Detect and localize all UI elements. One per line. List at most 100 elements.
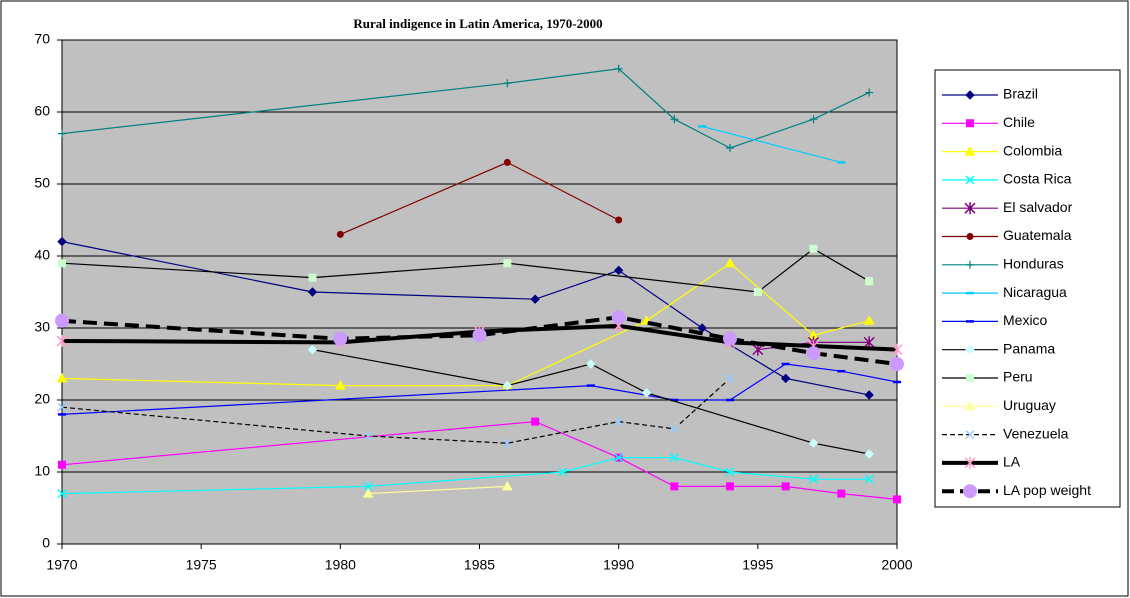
y-tick-label: 60 — [34, 103, 50, 119]
marker — [614, 453, 624, 463]
marker — [586, 359, 596, 369]
series-line — [61, 420, 898, 500]
marker — [58, 259, 66, 268]
x-tick-label: 1990 — [603, 557, 634, 573]
x-tick-label: 1975 — [186, 557, 217, 573]
marker — [864, 474, 874, 484]
marker — [614, 64, 623, 73]
y-tick-label: 40 — [34, 247, 50, 263]
series-line — [312, 349, 870, 455]
legend-box — [934, 69, 1121, 508]
marker — [307, 344, 318, 355]
marker — [808, 474, 819, 484]
legend-label: LA — [1003, 454, 1021, 470]
marker — [501, 480, 513, 491]
marker — [362, 488, 374, 498]
series-line — [61, 248, 870, 293]
marker — [530, 294, 540, 304]
marker — [837, 489, 846, 498]
marker — [864, 449, 874, 459]
legend-label: Chile — [1003, 114, 1035, 130]
marker — [808, 438, 819, 448]
marker — [864, 390, 874, 400]
marker — [336, 230, 344, 238]
marker — [55, 313, 69, 328]
marker — [613, 265, 624, 276]
marker — [611, 310, 626, 325]
marker — [670, 482, 679, 491]
series-line — [368, 485, 508, 495]
marker — [669, 453, 679, 463]
legend-label: Venezuela — [1003, 425, 1069, 441]
marker — [865, 277, 874, 286]
x-tick-label: 1995 — [742, 557, 773, 573]
marker — [964, 400, 976, 411]
series-line — [61, 377, 731, 444]
marker — [781, 482, 790, 491]
x-tick-label: 1980 — [325, 557, 356, 573]
legend-label: Uruguay — [1003, 397, 1056, 413]
marker — [615, 216, 623, 224]
legend-label: Panama — [1003, 340, 1055, 356]
marker — [503, 79, 512, 88]
marker — [891, 343, 903, 356]
marker — [58, 129, 66, 138]
series-line — [702, 125, 842, 163]
marker — [964, 146, 976, 156]
marker — [670, 115, 679, 124]
marker — [753, 288, 762, 296]
marker — [809, 115, 818, 124]
marker — [964, 202, 976, 215]
marker — [806, 346, 821, 361]
marker — [56, 334, 68, 347]
legend-label: Peru — [1003, 369, 1033, 385]
plot-border — [61, 39, 898, 545]
marker — [966, 260, 974, 269]
marker — [308, 273, 317, 282]
marker — [503, 259, 512, 268]
marker — [965, 344, 975, 355]
marker — [334, 380, 346, 390]
y-tick-label: 30 — [34, 319, 50, 335]
marker — [363, 481, 373, 491]
y-tick-label: 20 — [34, 391, 50, 407]
marker — [865, 88, 874, 97]
y-tick-label: 0 — [42, 535, 50, 551]
plot-area — [62, 40, 897, 544]
y-tick-label: 10 — [34, 463, 50, 479]
marker — [503, 158, 511, 166]
marker — [502, 438, 512, 448]
marker — [472, 328, 487, 343]
marker — [809, 244, 818, 253]
marker — [966, 119, 974, 128]
legend-label: Costa Rica — [1003, 171, 1072, 187]
marker — [531, 417, 540, 426]
x-tick-label: 1985 — [464, 557, 495, 573]
marker — [964, 456, 976, 469]
marker — [725, 467, 735, 477]
marker — [58, 460, 66, 469]
y-tick-label: 70 — [34, 31, 50, 47]
y-tick-label: 50 — [34, 175, 50, 191]
marker — [333, 331, 348, 346]
chart-title: Rural indigence in Latin America, 1970-2… — [353, 16, 602, 31]
x-tick-label: 1970 — [46, 557, 77, 573]
marker — [307, 287, 318, 297]
legend-label: Brazil — [1003, 86, 1038, 102]
marker — [669, 424, 679, 434]
marker — [614, 417, 624, 427]
marker — [558, 467, 568, 477]
legend-label: Mexico — [1003, 312, 1048, 328]
legend-label: Nicaragua — [1003, 284, 1067, 300]
marker — [363, 431, 373, 441]
marker — [724, 257, 736, 268]
marker — [966, 374, 974, 382]
marker — [965, 90, 975, 100]
marker — [725, 373, 735, 383]
marker — [966, 233, 974, 240]
marker — [780, 373, 791, 384]
marker — [890, 357, 904, 371]
x-tick-label: 2000 — [881, 557, 912, 573]
marker — [965, 175, 975, 185]
